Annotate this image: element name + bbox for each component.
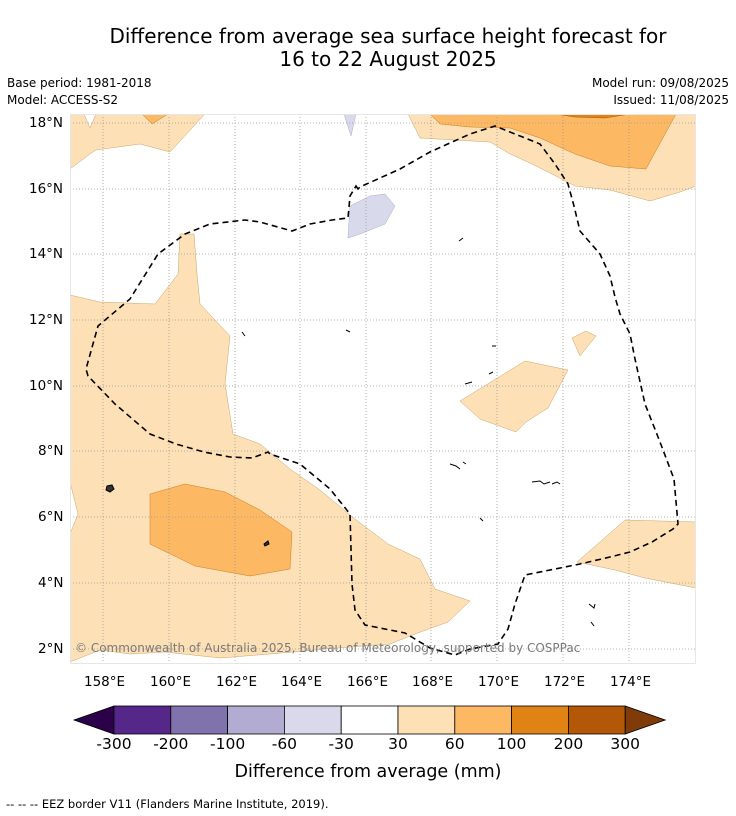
colorbar-tick-label: 300: [610, 735, 640, 753]
lon-label-160e: 160°E: [150, 674, 192, 690]
model-name: Model: ACCESS-S2: [7, 93, 119, 107]
base-period: Base period: 1981-2018: [7, 76, 152, 90]
colorbar-segment: [511, 705, 569, 735]
lon-label-168e: 168°E: [412, 674, 454, 690]
lon-label-170e: 170°E: [478, 674, 520, 690]
colorbar-title: Difference from average (mm): [234, 762, 502, 782]
contour-speckles: [105, 237, 596, 627]
colorbar-segment: [454, 705, 512, 735]
lat-label-12n: 12°N: [29, 312, 64, 328]
colorbar-segment: [113, 705, 172, 735]
map-title-line1: Difference from average sea surface heig…: [109, 24, 667, 48]
colorbar-tick-label: 60: [444, 735, 465, 753]
lat-label-8n: 8°N: [38, 443, 64, 459]
colorbar-tick-label: -200: [153, 735, 189, 753]
lon-label-174e: 174°E: [610, 674, 652, 690]
colorbar-segment: [397, 705, 456, 735]
map-frame: [70, 114, 696, 664]
lon-label-162e: 162°E: [216, 674, 258, 690]
colorbar: [72, 705, 667, 735]
issued-date: Issued: 11/08/2025: [613, 93, 729, 107]
lon-label-158e: 158°E: [84, 674, 126, 690]
lon-label-166e: 166°E: [347, 674, 389, 690]
colorbar-segment: [283, 705, 342, 735]
colorbar-tick-label: 30: [388, 735, 408, 753]
colorbar-tick-label: -100: [210, 735, 246, 753]
forecast-map: [70, 114, 696, 664]
lat-label-14n: 14°N: [29, 246, 64, 262]
colorbar-segment: [227, 705, 285, 735]
copyright-notice: © Commonwealth of Australia 2025, Bureau…: [75, 641, 581, 655]
lat-label-16n: 16°N: [29, 181, 64, 197]
colorbar-arrow-high: [624, 705, 667, 735]
colorbar-tick-label: 100: [496, 735, 527, 753]
lat-label-6n: 6°N: [38, 509, 64, 525]
colorbar-tick-label: -300: [96, 735, 132, 753]
colorbar-segment: [568, 705, 626, 735]
model-run: Model run: 09/08/2025: [591, 76, 729, 90]
colorbar-tick-label: -60: [271, 735, 298, 753]
anomaly-60-100-areas: [141, 114, 677, 577]
eez-legend-note: -- -- -- EEZ border V11 (Flanders Marine…: [6, 797, 329, 811]
lat-label-4n: 4°N: [38, 575, 64, 591]
colorbar-segment: [170, 705, 229, 735]
lat-label-2n: 2°N: [38, 641, 64, 657]
colorbar-tick-label: 200: [553, 735, 584, 753]
eez-border: [85, 125, 679, 656]
colorbar-tick-label: -30: [328, 735, 354, 753]
lat-label-10n: 10°N: [29, 378, 64, 394]
lon-label-172e: 172°E: [544, 674, 586, 690]
anomaly-negative-areas: [343, 114, 396, 239]
colorbar-segment: [340, 705, 399, 735]
colorbar-arrow-low: [72, 705, 115, 735]
map-title-line2: 16 to 22 August 2025: [279, 47, 497, 71]
anomaly-30-60-areas: [70, 114, 696, 663]
lon-label-164e: 164°E: [281, 674, 323, 690]
lat-label-18n: 18°N: [29, 115, 64, 131]
map-gridlines: [70, 114, 696, 664]
colorbar-segments: [72, 705, 667, 735]
